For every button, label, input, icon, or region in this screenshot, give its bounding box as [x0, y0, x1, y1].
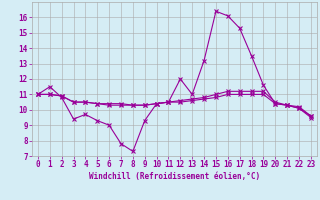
- X-axis label: Windchill (Refroidissement éolien,°C): Windchill (Refroidissement éolien,°C): [89, 172, 260, 181]
